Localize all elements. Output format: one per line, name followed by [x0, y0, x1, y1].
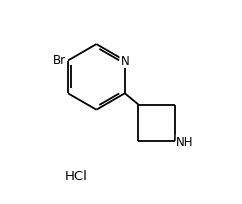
Text: N: N: [121, 55, 129, 68]
Text: NH: NH: [176, 135, 194, 148]
Text: HCl: HCl: [64, 169, 87, 182]
Text: Br: Br: [53, 54, 66, 67]
